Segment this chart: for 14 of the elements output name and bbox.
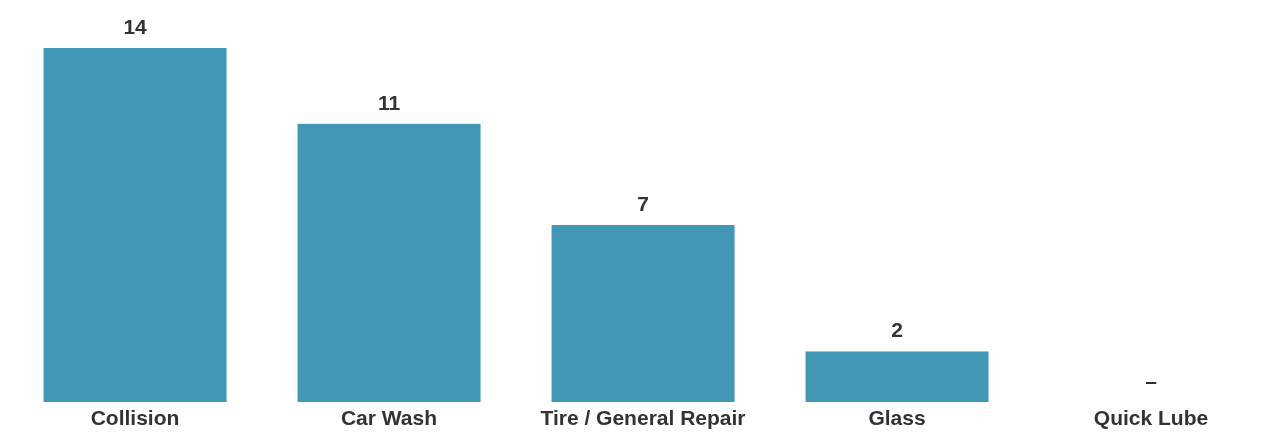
x-tick-label: Collision — [90, 405, 180, 429]
x-tick-label: Car Wash — [340, 405, 438, 429]
bar — [43, 48, 227, 402]
data-label: 11 — [377, 90, 401, 114]
bar — [805, 351, 989, 402]
bar — [297, 123, 481, 402]
x-tick-label: Quick Lube — [1093, 405, 1209, 429]
data-label: – — [1145, 369, 1158, 392]
bar — [551, 225, 735, 402]
x-tick-label: Tire / General Repair — [540, 405, 746, 429]
data-label: 2 — [891, 318, 903, 342]
x-tick-label: Glass — [868, 405, 926, 429]
data-label: 14 — [123, 15, 148, 38]
data-label: 7 — [637, 192, 649, 215]
